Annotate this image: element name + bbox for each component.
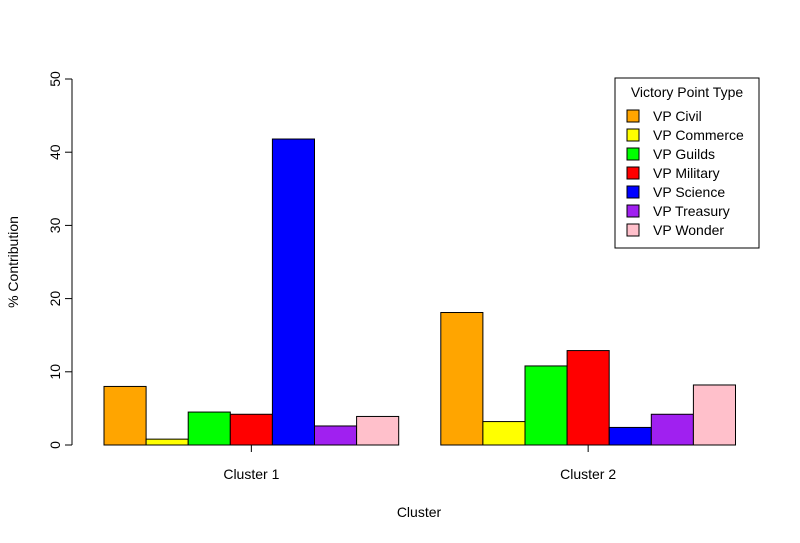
x-tick-label: Cluster 1	[223, 466, 279, 482]
legend: Victory Point Type VP Civil VP Commerce VP…	[614, 77, 760, 249]
bar	[650, 413, 694, 446]
y-tick-label: 0	[47, 441, 63, 449]
bar	[145, 438, 189, 446]
legend-label: VP Commerce	[653, 127, 744, 143]
y-axis-title: % Contribution	[5, 216, 21, 308]
y-tick-label: 40	[47, 144, 63, 160]
legend-box	[614, 77, 760, 249]
y-tick-label: 50	[47, 71, 63, 87]
y-tick-label: 20	[47, 291, 63, 307]
legend-label: VP Wonder	[653, 222, 724, 238]
legend-label: VP Military	[653, 165, 720, 181]
x-axis: Cluster 1 Cluster 2	[223, 445, 616, 482]
y-tick-label: 10	[47, 364, 63, 380]
bar	[103, 385, 147, 446]
legend-swatch	[626, 128, 640, 142]
legend-label: VP Civil	[653, 108, 702, 124]
x-axis-title: Cluster	[397, 504, 442, 520]
bar	[524, 365, 568, 446]
legend-label: VP Science	[653, 184, 725, 200]
legend-swatch	[626, 147, 640, 161]
legend-swatch	[626, 223, 640, 237]
legend-swatch	[626, 166, 640, 180]
legend-swatch	[626, 109, 640, 123]
bar	[608, 426, 652, 446]
bar	[187, 411, 231, 446]
bar	[440, 312, 484, 446]
bar	[692, 384, 737, 446]
bar	[482, 421, 526, 446]
legend-swatch	[626, 204, 640, 218]
y-tick-label: 30	[47, 217, 63, 233]
bar-group	[103, 138, 737, 446]
bar	[566, 350, 610, 446]
bar	[271, 138, 315, 446]
bar	[356, 415, 400, 446]
bar	[229, 413, 273, 446]
legend-label: VP Treasury	[653, 203, 730, 219]
y-axis: 0 10 20 30 40 50	[47, 71, 73, 449]
x-tick-label: Cluster 2	[560, 466, 616, 482]
bar	[314, 425, 358, 446]
legend-swatch	[626, 185, 640, 199]
legend-title: Victory Point Type	[631, 84, 744, 100]
legend-label: VP Guilds	[653, 146, 715, 162]
